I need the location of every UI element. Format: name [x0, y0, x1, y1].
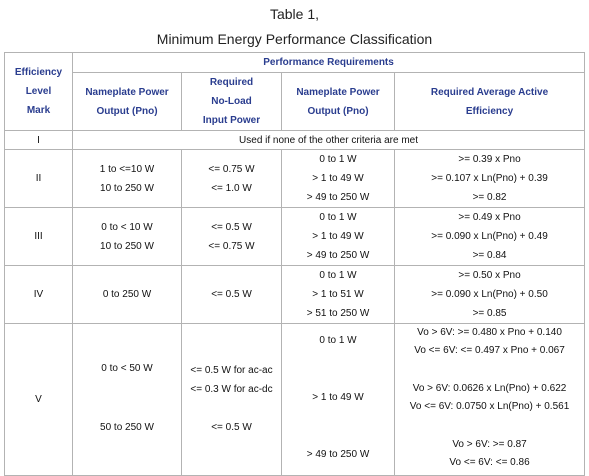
nameplate-output-cell: 0 to < 50 W 50 to 250 W — [72, 323, 182, 476]
level-i-note: Used if none of the other criteria are m… — [71, 130, 586, 150]
level-mark: III — [4, 207, 73, 266]
table-row-level-iii: III 0 to < 10 W 10 to 250 W <= 0.5 W <= … — [4, 207, 586, 266]
header-required-no-load-input-power: Required No-Load Input Power — [181, 72, 282, 131]
header-nameplate-power-output: Nameplate Power Output (Pno) — [72, 72, 182, 131]
energy-classification-table: Efficiency Level Mark Performance Requir… — [4, 52, 586, 476]
nameplate-output-cell: 1 to <=10 W 10 to 250 W — [72, 149, 182, 208]
table-row-level-i: I Used if none of the other criteria are… — [4, 130, 586, 150]
average-efficiency-cell: >= 0.39 x Pno >= 0.107 x Ln(Pno) + 0.39 … — [393, 149, 586, 208]
level-mark: V — [4, 323, 73, 476]
header-nameplate-power-output-2: Nameplate Power Output (Pno) — [281, 72, 395, 131]
average-efficiency-cell: >= 0.50 x Pno >= 0.090 x Ln(Pno) + 0.50 … — [393, 265, 586, 324]
nameplate-output-range-cell: 0 to 1 W > 1 to 49 W > 49 to 250 W — [281, 323, 395, 476]
table-row-level-v: V 0 to < 50 W 50 to 250 W <= 0.5 W for a… — [4, 323, 586, 476]
no-load-power-cell: <= 0.5 W — [181, 265, 282, 324]
level-mark: II — [4, 149, 73, 208]
table-caption-title: Minimum Energy Performance Classificatio… — [156, 31, 433, 47]
no-load-power-cell: <= 0.5 W for ac-ac <= 0.3 W for ac-dc <=… — [181, 323, 282, 476]
table-row-level-ii: II 1 to <=10 W 10 to 250 W <= 0.75 W <= … — [4, 149, 586, 208]
average-efficiency-cell: Vo > 6V: >= 0.480 x Pno + 0.140 Vo <= 6V… — [393, 323, 586, 476]
header-required-average-active-efficiency: Required Average Active Efficiency — [393, 72, 586, 131]
no-load-power-cell: <= 0.75 W <= 1.0 W — [181, 149, 282, 208]
nameplate-output-range-cell: 0 to 1 W > 1 to 49 W > 49 to 250 W — [281, 207, 395, 266]
level-mark: I — [4, 130, 73, 150]
no-load-power-cell: <= 0.5 W <= 0.75 W — [181, 207, 282, 266]
nameplate-output-cell: 0 to 250 W — [72, 265, 182, 324]
table-caption-number: Table 1, — [269, 6, 320, 22]
header-performance-requirements: Performance Requirements — [71, 52, 586, 73]
table-row-level-iv: IV 0 to 250 W <= 0.5 W 0 to 1 W > 1 to 5… — [4, 265, 586, 324]
level-mark: IV — [4, 265, 73, 324]
nameplate-output-cell: 0 to < 10 W 10 to 250 W — [72, 207, 182, 266]
nameplate-output-range-cell: 0 to 1 W > 1 to 49 W > 49 to 250 W — [281, 149, 395, 208]
nameplate-output-range-cell: 0 to 1 W > 1 to 51 W > 51 to 250 W — [281, 265, 395, 324]
average-efficiency-cell: >= 0.49 x Pno >= 0.090 x Ln(Pno) + 0.49 … — [393, 207, 586, 266]
header-efficiency-level-mark: Efficiency Level Mark — [4, 52, 73, 131]
